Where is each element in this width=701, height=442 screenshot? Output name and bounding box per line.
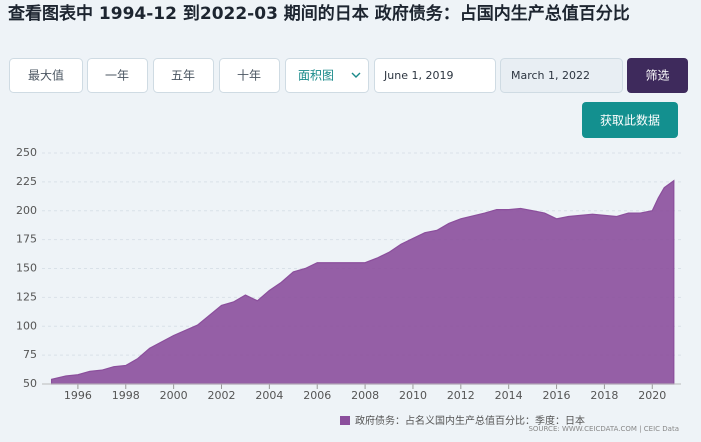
get-data-button[interactable] [582, 102, 678, 138]
x-tick-label: 2000 [160, 389, 188, 402]
filter-button[interactable] [627, 58, 688, 93]
x-tick-label: 2006 [303, 389, 331, 402]
y-tick-label: 175 [16, 233, 37, 246]
button[interactable] [153, 58, 214, 93]
x-tick-label: 2020 [638, 389, 666, 402]
legend-label: 政府债务：占名义国内生产总值百分比：季度：日本 [355, 414, 585, 427]
x-tick-label: 2012 [447, 389, 475, 402]
legend-swatch [340, 416, 350, 425]
x-tick-label: 2010 [399, 389, 427, 402]
y-tick-label: 150 [16, 262, 37, 275]
x-tick-label: 2002 [207, 389, 235, 402]
button[interactable] [87, 58, 148, 93]
x-tick-label: 2016 [543, 389, 571, 402]
button-label[interactable]: 五年 [171, 69, 195, 83]
y-tick-label: 125 [16, 290, 37, 303]
x-tick-label: 2008 [351, 389, 379, 402]
y-tick-label: 75 [23, 348, 37, 361]
y-tick-label: 50 [23, 377, 37, 390]
button[interactable] [219, 58, 280, 93]
page-title: 查看图表中 1994-12 到2022-03 期间的日本 政府债务：占国内生产总… [7, 3, 630, 24]
chart: 50 75 100 125 150 175 200 225 250 1996 1998 2000 200… [16, 146, 681, 402]
filter-label[interactable]: 筛选 [645, 68, 669, 83]
date-input[interactable] [500, 58, 623, 93]
x-tick-label: 2018 [590, 389, 618, 402]
get-data-label[interactable]: 获取此数据 [600, 113, 660, 128]
source: SOURCE: WWW.CEICDATA.COM | CEIC Data [528, 425, 679, 433]
button-label[interactable]: 最大值 [28, 68, 64, 83]
x-tick-label: 1998 [112, 389, 140, 402]
dropdown-label[interactable]: 面积图 [298, 69, 334, 83]
x-tick-label: 2004 [255, 389, 283, 402]
y-tick-label: 200 [16, 204, 37, 217]
y-tick-label: 100 [16, 319, 37, 332]
y-tick-label: 225 [16, 175, 37, 188]
x-tick-label: 2014 [495, 389, 523, 402]
date-input[interactable] [374, 58, 496, 93]
dropdown-arrow [351, 72, 361, 78]
dropdown[interactable] [285, 58, 369, 93]
end-date[interactable]: March 1, 2022 [511, 69, 590, 82]
x-tick-label: 1996 [64, 389, 92, 402]
area [50, 179, 675, 385]
button-label[interactable]: 十年 [237, 69, 261, 83]
button-label[interactable]: 一年 [105, 69, 129, 83]
button[interactable] [9, 58, 83, 93]
y-tick-label: 250 [16, 146, 37, 159]
start-date[interactable]: June 1, 2019 [383, 69, 453, 82]
